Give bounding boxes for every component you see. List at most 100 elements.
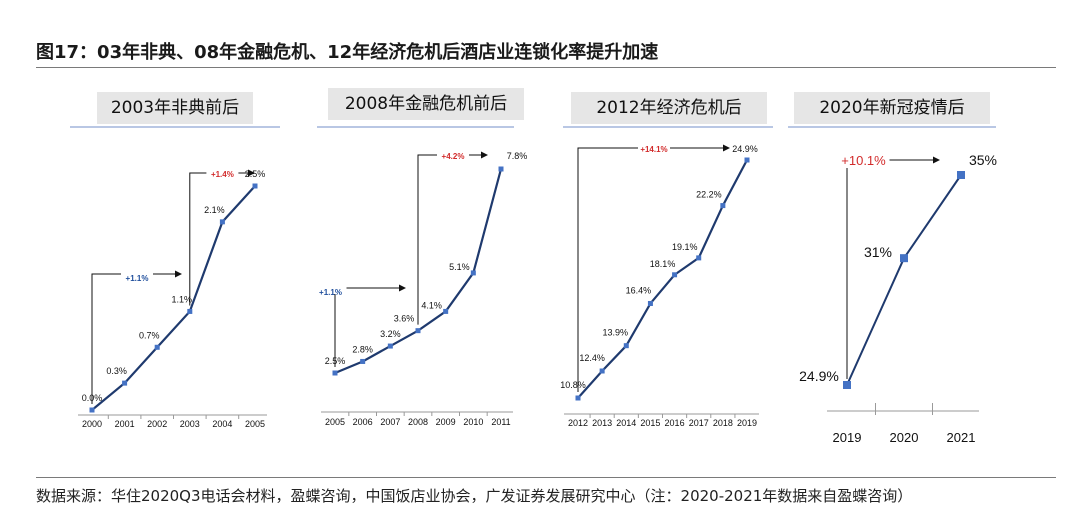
increase-bracket bbox=[577, 147, 724, 392]
x-tick-label: 2013 bbox=[592, 418, 612, 428]
bracket-arrowhead bbox=[933, 156, 940, 164]
x-tick-label: 2003 bbox=[180, 419, 200, 429]
data-label: 1.1% bbox=[172, 294, 193, 304]
data-label: 2.8% bbox=[352, 344, 373, 354]
chart-2012-economic-crisis: 2012 2013 2014 2015 2016 2017 2018 2019 +14.1% 10… bbox=[560, 142, 759, 428]
data-label: 35% bbox=[969, 152, 997, 168]
data-point bbox=[957, 171, 965, 179]
bracket-arrowhead bbox=[723, 144, 730, 152]
data-point bbox=[187, 308, 193, 314]
increase-label-bg bbox=[206, 167, 239, 179]
x-tick-label: 2016 bbox=[665, 418, 685, 428]
x-tick-label: 2002 bbox=[147, 419, 167, 429]
x-tick-label: 2017 bbox=[689, 418, 709, 428]
increase-bracket bbox=[417, 154, 482, 325]
data-point bbox=[470, 270, 476, 276]
data-point bbox=[696, 255, 702, 261]
increase-label: +10.1% bbox=[841, 153, 886, 168]
x-tick-label: 2005 bbox=[245, 419, 265, 429]
x-tick-label: 2009 bbox=[436, 417, 456, 427]
data-label: 2.5% bbox=[245, 169, 266, 179]
data-point bbox=[415, 328, 421, 334]
x-tick-label: 2018 bbox=[713, 418, 733, 428]
x-tick-label: 2007 bbox=[380, 417, 400, 427]
panel-4-title: 2020年新冠疫情后 bbox=[794, 92, 990, 124]
data-point bbox=[443, 308, 449, 314]
series-line bbox=[846, 174, 962, 386]
x-tick-label: 2020 bbox=[890, 430, 919, 445]
x-tick-label: 2019 bbox=[737, 418, 757, 428]
panel-1-rule bbox=[70, 126, 280, 128]
data-point bbox=[647, 300, 653, 306]
x-tick-label: 2008 bbox=[408, 417, 428, 427]
data-point bbox=[498, 166, 504, 172]
bracket-arrowhead bbox=[399, 284, 406, 292]
data-label: 3.2% bbox=[380, 329, 401, 339]
x-tick-label: 2015 bbox=[640, 418, 660, 428]
x-tick-label: 2005 bbox=[325, 417, 345, 427]
x-tick-label: 2021 bbox=[947, 430, 976, 445]
figure-title: 图17：03年非典、08年金融危机、12年经济危机后酒店业连锁化率提升加速 bbox=[36, 42, 659, 63]
increase-label-bg bbox=[638, 142, 670, 154]
increase-label-bg bbox=[837, 152, 890, 168]
panel-3-title: 2012年经济危机后 bbox=[571, 92, 767, 124]
chart-2008-financial-crisis: 2005 2006 2007 2008 2009 2010 2011 +1.1% +4.2% 2.… bbox=[314, 149, 527, 427]
x-tick-label: 2019 bbox=[833, 430, 862, 445]
data-label: 7.8% bbox=[507, 151, 528, 161]
x-tick-label: 2010 bbox=[463, 417, 483, 427]
data-point bbox=[154, 344, 160, 350]
data-point bbox=[575, 395, 581, 401]
data-label: 31% bbox=[864, 244, 892, 260]
data-point bbox=[360, 358, 366, 364]
data-label: 2.5% bbox=[325, 356, 346, 366]
data-label: 12.4% bbox=[579, 353, 605, 363]
data-label: 22.2% bbox=[696, 190, 722, 200]
data-point bbox=[252, 183, 258, 189]
data-point bbox=[900, 254, 908, 263]
panel-4-rule bbox=[788, 126, 996, 128]
data-point bbox=[744, 157, 750, 163]
data-point bbox=[332, 370, 338, 376]
data-label: 19.1% bbox=[672, 242, 698, 252]
increase-label-bg bbox=[437, 149, 469, 161]
data-point bbox=[122, 380, 128, 386]
panel-2-rule bbox=[317, 126, 514, 128]
data-point bbox=[672, 272, 678, 278]
increase-label: +14.1% bbox=[640, 145, 667, 154]
data-label: 24.9% bbox=[799, 368, 839, 384]
data-label: 5.1% bbox=[449, 262, 470, 272]
panel-2-title: 2008年金融危机前后 bbox=[328, 88, 524, 120]
x-tick-label: 2004 bbox=[212, 419, 232, 429]
data-label: 0.0% bbox=[82, 393, 103, 403]
x-tick-label: 2014 bbox=[616, 418, 636, 428]
data-label: 10.8% bbox=[560, 380, 586, 390]
increase-label: +1.4% bbox=[211, 170, 234, 179]
increase-label: +1.1% bbox=[319, 288, 342, 297]
increase-bracket bbox=[846, 159, 934, 379]
data-label: 2.1% bbox=[204, 205, 225, 215]
data-point bbox=[599, 368, 605, 374]
data-label: 4.1% bbox=[421, 300, 442, 310]
increase-label-bg bbox=[121, 268, 153, 280]
chart-2003-sars: 2000 2001 2002 2003 2004 2005 +1.1% +1.4% 0.0% 0.… bbox=[78, 167, 267, 429]
data-point bbox=[219, 219, 225, 225]
panel-3-rule bbox=[563, 126, 773, 128]
panel-1-title: 2003年非典前后 bbox=[97, 92, 253, 124]
data-point bbox=[623, 343, 629, 349]
x-tick-label: 2011 bbox=[491, 417, 510, 427]
x-tick-label: 2001 bbox=[115, 419, 135, 429]
x-tick-label: 2012 bbox=[568, 418, 588, 428]
data-label: 0.7% bbox=[139, 330, 160, 340]
bracket-arrowhead bbox=[481, 151, 488, 159]
increase-label: +4.2% bbox=[442, 152, 465, 161]
data-point bbox=[89, 407, 95, 413]
x-tick-label: 2000 bbox=[82, 419, 102, 429]
increase-label: +1.1% bbox=[126, 274, 149, 283]
data-point bbox=[843, 381, 851, 389]
data-label: 18.1% bbox=[650, 259, 676, 269]
data-label: 13.9% bbox=[603, 328, 629, 338]
series-line bbox=[91, 185, 256, 411]
data-label: 3.6% bbox=[394, 314, 415, 324]
bracket-arrowhead bbox=[248, 169, 255, 177]
series-line bbox=[577, 159, 748, 399]
